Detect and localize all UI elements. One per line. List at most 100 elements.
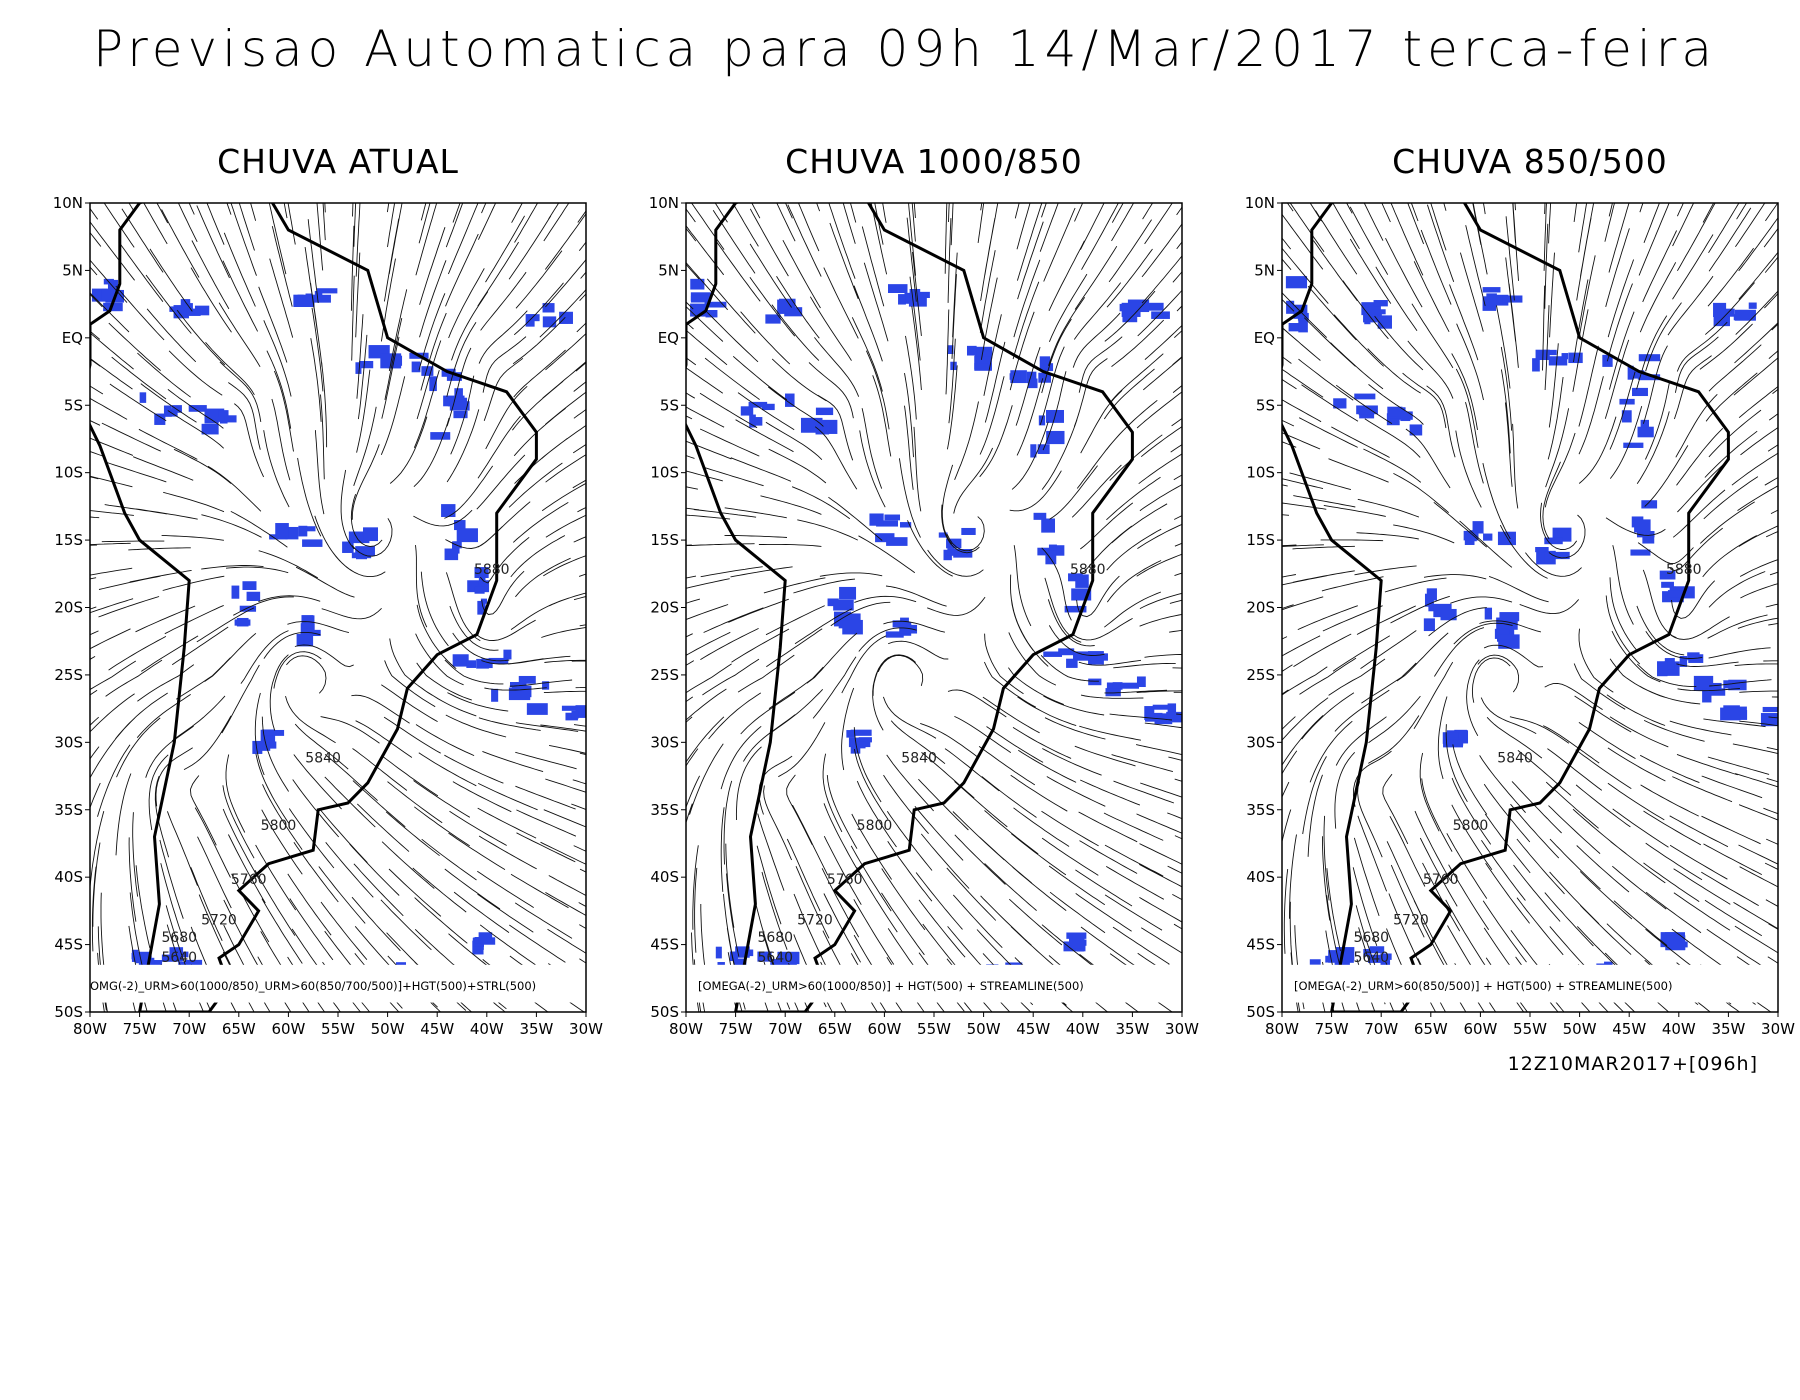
rain-patch [1325, 955, 1346, 963]
lat-label: 5N [62, 261, 83, 279]
lat-label: EQ [62, 329, 83, 347]
lon-label: 35W [1115, 1020, 1149, 1038]
rain-patch [221, 415, 237, 423]
rain-patch [231, 585, 240, 599]
rain-patch [363, 527, 379, 542]
rain-patch [842, 619, 863, 635]
lon-label: 65W [818, 1020, 852, 1038]
rain-patch [1409, 424, 1423, 436]
rain-patch [429, 376, 437, 392]
rain-patch [355, 362, 362, 374]
lat-label: 40S [650, 868, 679, 886]
rain-patch [262, 729, 285, 736]
rain-patch [1367, 954, 1381, 963]
rain-patch [355, 546, 375, 557]
rain-patch [735, 946, 750, 958]
rain-patch [790, 309, 801, 316]
rain-patch [441, 504, 456, 518]
lon-label: 30W [569, 1020, 603, 1038]
rain-patch [1298, 318, 1308, 333]
rain-patch [1389, 407, 1406, 417]
rain-patch [1669, 586, 1676, 592]
rain-patch [777, 951, 800, 965]
rain-patch [298, 525, 308, 537]
rain-patch [1472, 521, 1484, 534]
rain-patch [1499, 612, 1520, 622]
lon-label: 45W [420, 1020, 454, 1038]
rain-patch [1640, 419, 1649, 428]
lat-label: 5N [658, 261, 679, 279]
rain-patch [575, 705, 586, 718]
rain-patch [246, 591, 261, 601]
rain-patch [1464, 539, 1475, 545]
rain-patch [1027, 378, 1038, 389]
rain-patch [1354, 393, 1376, 400]
legend-box [1282, 964, 1778, 1003]
rain-patch [571, 710, 579, 719]
lon-label: 65W [222, 1020, 256, 1038]
rain-patch [302, 539, 323, 547]
rain-patch [1075, 574, 1089, 588]
rain-patch [1052, 545, 1065, 556]
contour-label: 5640 [1353, 950, 1389, 966]
rain-patch [1426, 588, 1437, 601]
rain-patch [839, 586, 857, 600]
lat-label: 30S [650, 733, 679, 751]
rain-patch [252, 740, 263, 754]
rain-patch [1486, 293, 1497, 307]
legend-box [90, 964, 586, 1003]
lat-label: 40S [54, 868, 83, 886]
lon-label: 80W [73, 1020, 107, 1038]
rain-patch [785, 393, 795, 407]
main-title: Previsao Automatica para 09h 14/Mar/2017… [93, 20, 1717, 78]
contour-label: 5800 [261, 818, 297, 834]
rain-patch [833, 599, 854, 611]
rain-patch [509, 682, 527, 688]
rain-patch [1152, 704, 1173, 710]
rain-patch [884, 514, 901, 521]
rain-patch [1483, 533, 1493, 541]
legend-text: [OMEGA(-2)_URM>60(850/500)] + HGT(500) +… [1294, 979, 1672, 993]
rain-patch [452, 654, 469, 667]
lat-label: 35S [1246, 801, 1275, 819]
rain-patch [1166, 711, 1182, 723]
rain-patch [103, 302, 123, 312]
rain-patch [1720, 308, 1735, 317]
contour-label: 5880 [474, 562, 510, 578]
rain-patch [846, 730, 856, 738]
lon-label: 65W [1414, 1020, 1448, 1038]
coastline [90, 203, 538, 1012]
rain-patch [858, 737, 872, 743]
rain-patch [1641, 500, 1658, 509]
rain-patch [275, 523, 289, 539]
rain-patch [1535, 547, 1549, 553]
rain-patch [299, 526, 316, 532]
lon-label: 50W [967, 1020, 1001, 1038]
contour-label: 5640 [161, 950, 197, 966]
rain-patch [1037, 547, 1050, 556]
rain-patch [1145, 302, 1164, 311]
rain-patch [690, 295, 710, 303]
rain-patch [904, 292, 916, 304]
rain-patch [757, 951, 772, 962]
rain-patch [900, 624, 918, 634]
rain-patch [1484, 607, 1493, 620]
lat-label: 15S [1246, 531, 1275, 549]
rain-patch [947, 548, 955, 556]
contour-label: 5720 [1393, 912, 1429, 928]
rain-patch [411, 361, 421, 373]
rain-patch [1713, 302, 1727, 318]
lat-label: 25S [1246, 666, 1275, 684]
lat-label: 15S [54, 531, 83, 549]
lat-label: 5S [64, 396, 83, 414]
lon-label: 60W [1463, 1020, 1497, 1038]
rain-patch [542, 316, 557, 328]
rain-patch [1679, 655, 1688, 667]
contour-label: 5840 [305, 751, 341, 767]
rain-patch [1497, 531, 1516, 546]
lon-label: 55W [321, 1020, 355, 1038]
contour-label: 5640 [757, 950, 793, 966]
rain-patch [770, 959, 787, 971]
rain-patch [1637, 370, 1645, 380]
